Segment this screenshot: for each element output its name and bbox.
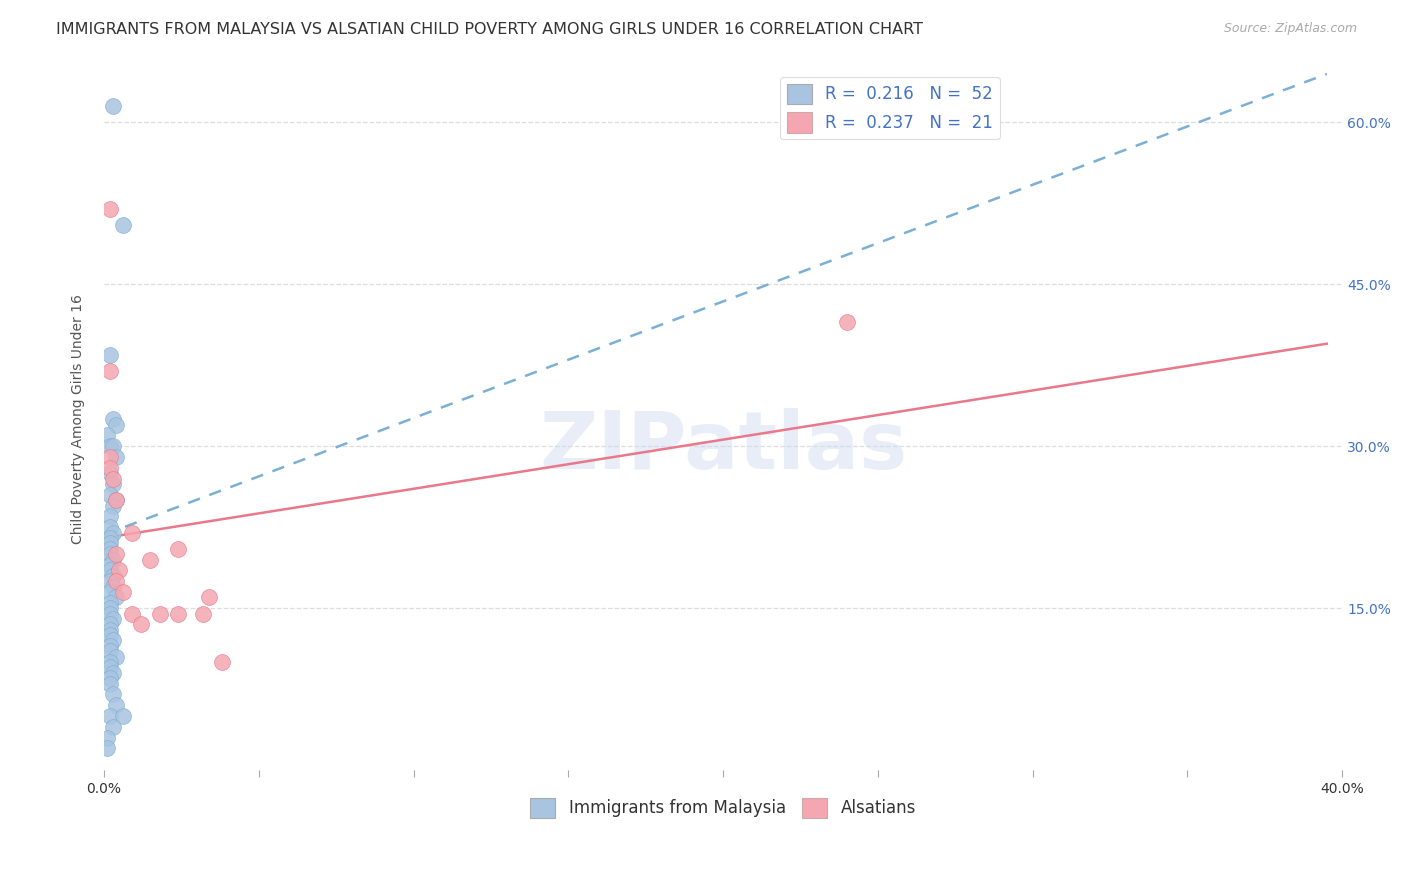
Point xyxy=(139,552,162,566)
Point xyxy=(98,347,121,361)
Point xyxy=(98,644,121,658)
Point xyxy=(98,531,121,545)
Point xyxy=(167,607,190,621)
Point xyxy=(191,607,214,621)
Point xyxy=(98,655,121,669)
Point xyxy=(98,617,121,632)
Point xyxy=(121,525,143,540)
Point xyxy=(103,665,125,680)
Point xyxy=(98,585,121,599)
Point xyxy=(98,536,121,550)
Text: ZIPatlas: ZIPatlas xyxy=(538,409,907,486)
Point xyxy=(835,315,858,329)
Point xyxy=(98,547,121,561)
Point xyxy=(111,585,134,599)
Point xyxy=(98,676,121,690)
Point xyxy=(103,688,125,702)
Point xyxy=(103,633,125,648)
Point xyxy=(105,574,128,589)
Point xyxy=(105,649,128,664)
Point xyxy=(98,520,121,534)
Point xyxy=(103,472,125,486)
Point xyxy=(103,568,125,582)
Point xyxy=(211,655,233,669)
Point xyxy=(103,499,125,513)
Point xyxy=(98,488,121,502)
Point xyxy=(103,720,125,734)
Point xyxy=(96,741,118,756)
Point xyxy=(105,547,128,561)
Point xyxy=(167,541,190,556)
Point xyxy=(98,639,121,653)
Point xyxy=(98,660,121,674)
Point xyxy=(105,698,128,713)
Point xyxy=(96,428,118,442)
Point xyxy=(98,596,121,610)
Legend: Immigrants from Malaysia, Alsatians: Immigrants from Malaysia, Alsatians xyxy=(523,791,922,825)
Point xyxy=(103,412,125,426)
Point xyxy=(103,99,125,113)
Point xyxy=(98,439,121,453)
Point xyxy=(96,731,118,745)
Text: IMMIGRANTS FROM MALAYSIA VS ALSATIAN CHILD POVERTY AMONG GIRLS UNDER 16 CORRELAT: IMMIGRANTS FROM MALAYSIA VS ALSATIAN CHI… xyxy=(56,22,924,37)
Point xyxy=(98,601,121,615)
Text: Source: ZipAtlas.com: Source: ZipAtlas.com xyxy=(1223,22,1357,36)
Point xyxy=(105,417,128,432)
Point xyxy=(105,450,128,464)
Point xyxy=(98,709,121,723)
Point xyxy=(103,477,125,491)
Point xyxy=(105,493,128,508)
Point xyxy=(103,580,125,594)
Point xyxy=(98,628,121,642)
Point xyxy=(103,552,125,566)
Point xyxy=(98,364,121,378)
Point xyxy=(129,617,152,632)
Point xyxy=(98,467,121,481)
Point xyxy=(98,574,121,589)
Point xyxy=(111,709,134,723)
Point xyxy=(98,450,121,464)
Point xyxy=(108,563,131,577)
Point xyxy=(98,607,121,621)
Point xyxy=(105,493,128,508)
Point xyxy=(98,558,121,572)
Point xyxy=(98,671,121,685)
Point xyxy=(98,202,121,216)
Point xyxy=(103,525,125,540)
Point xyxy=(103,439,125,453)
Point xyxy=(98,460,121,475)
Point xyxy=(98,563,121,577)
Point xyxy=(98,623,121,637)
Point xyxy=(121,607,143,621)
Point xyxy=(105,591,128,605)
Point xyxy=(198,591,221,605)
Point xyxy=(103,612,125,626)
Point xyxy=(149,607,172,621)
Point xyxy=(98,541,121,556)
Point xyxy=(98,509,121,524)
Y-axis label: Child Poverty Among Girls Under 16: Child Poverty Among Girls Under 16 xyxy=(72,294,86,544)
Point xyxy=(111,218,134,232)
